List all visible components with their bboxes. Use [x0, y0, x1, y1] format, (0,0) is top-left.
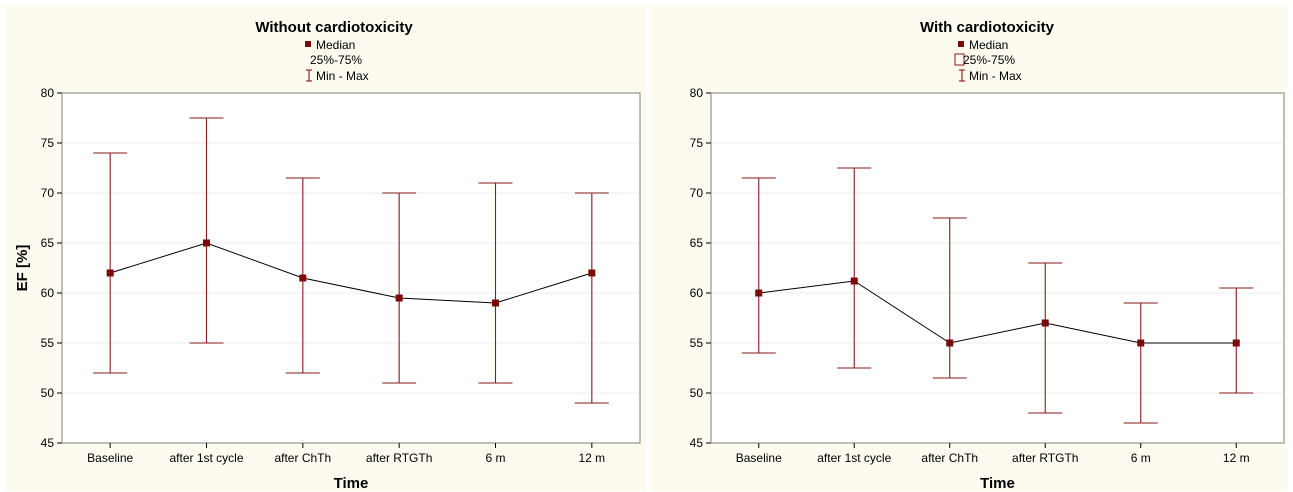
x-tick-label: after 1st cycle	[169, 451, 243, 465]
y-tick-label: 70	[41, 186, 55, 200]
median-point	[755, 289, 763, 297]
min-max-whisker	[93, 152, 128, 374]
median-series-line	[758, 280, 1237, 344]
y-tick-label: 45	[41, 436, 55, 450]
y-tick-label: 65	[690, 236, 704, 250]
min-max-whisker	[837, 167, 872, 369]
x-tick-label: 12 m	[1223, 451, 1250, 465]
x-tick-label: 6 m	[485, 451, 505, 465]
chart-title: With cardiotoxicity	[920, 19, 1055, 36]
plot-area	[710, 92, 1285, 444]
median-point	[946, 339, 954, 347]
median-point	[106, 269, 114, 277]
y-axis-label: EF [%]	[14, 245, 31, 292]
min-max-whisker	[741, 177, 776, 354]
min-max-whisker	[1123, 302, 1158, 424]
x-tick-label: after ChTh	[274, 451, 331, 465]
y-tick-label: 65	[41, 236, 55, 250]
legend-box-label: 25%-75%	[963, 53, 1015, 67]
y-tick-label: 60	[41, 286, 55, 300]
x-tick-label: after ChTh	[921, 451, 978, 465]
x-tick-label: 6 m	[1131, 451, 1151, 465]
y-tick-label: 75	[41, 136, 55, 150]
legend-whisker-label: Min - Max	[316, 69, 369, 83]
y-tick-label: 50	[690, 386, 704, 400]
median-point	[395, 294, 403, 302]
median-point	[850, 277, 858, 285]
y-tick-label: 50	[41, 386, 55, 400]
x-tick-label: Baseline	[87, 451, 133, 465]
median-series-line	[110, 242, 592, 304]
x-tick-label: 12 m	[578, 451, 605, 465]
min-max-whisker	[574, 192, 609, 404]
y-tick-label: 55	[41, 336, 55, 350]
min-max-whisker	[478, 182, 513, 384]
min-max-whisker	[932, 217, 967, 379]
median-point	[1041, 319, 1049, 327]
median-point	[492, 299, 499, 307]
legend-median-marker	[305, 41, 311, 47]
y-tick-label: 80	[41, 86, 55, 100]
legend-median-label: Median	[969, 38, 1008, 52]
chart-title: Without cardiotoxicity	[255, 19, 413, 36]
min-max-whisker	[1028, 262, 1063, 414]
legend-box-label: 25%-75%	[310, 53, 362, 67]
plot-area	[61, 92, 641, 444]
y-tick-label: 45	[690, 436, 704, 450]
x-tick-label: Baseline	[736, 451, 782, 465]
y-tick-label: 80	[690, 86, 704, 100]
median-point	[1232, 339, 1240, 347]
x-axis-label: Time	[980, 475, 1015, 492]
legend-median-label: Median	[316, 38, 355, 52]
x-axis-label: Time	[334, 475, 369, 492]
legend-whisker-label: Min - Max	[969, 69, 1022, 83]
legend-median-marker	[958, 41, 964, 47]
x-tick-label: after 1st cycle	[817, 451, 891, 465]
chart-panel-without-cardiotoxicity: 45 50 55 60 65 70 75 80 Baseline after 1st cycle a…	[6, 5, 646, 492]
median-point	[299, 274, 307, 282]
y-tick-label: 70	[690, 186, 704, 200]
chart-panel-with-cardiotoxicity: 45 50 55 60 65 70 75 80 Baseline after 1st cycle a…	[651, 5, 1287, 492]
median-point	[588, 269, 596, 277]
x-tick-label: after RTGTh	[366, 451, 432, 465]
min-max-whisker	[189, 117, 224, 344]
y-tick-label: 60	[690, 286, 704, 300]
x-tick-label: after RTGTh	[1012, 451, 1078, 465]
median-point	[1137, 339, 1145, 347]
y-tick-label: 55	[690, 336, 704, 350]
median-point	[203, 239, 210, 247]
y-tick-label: 75	[690, 136, 704, 150]
min-max-whisker	[382, 192, 417, 384]
legend-box-symbol	[954, 53, 965, 66]
